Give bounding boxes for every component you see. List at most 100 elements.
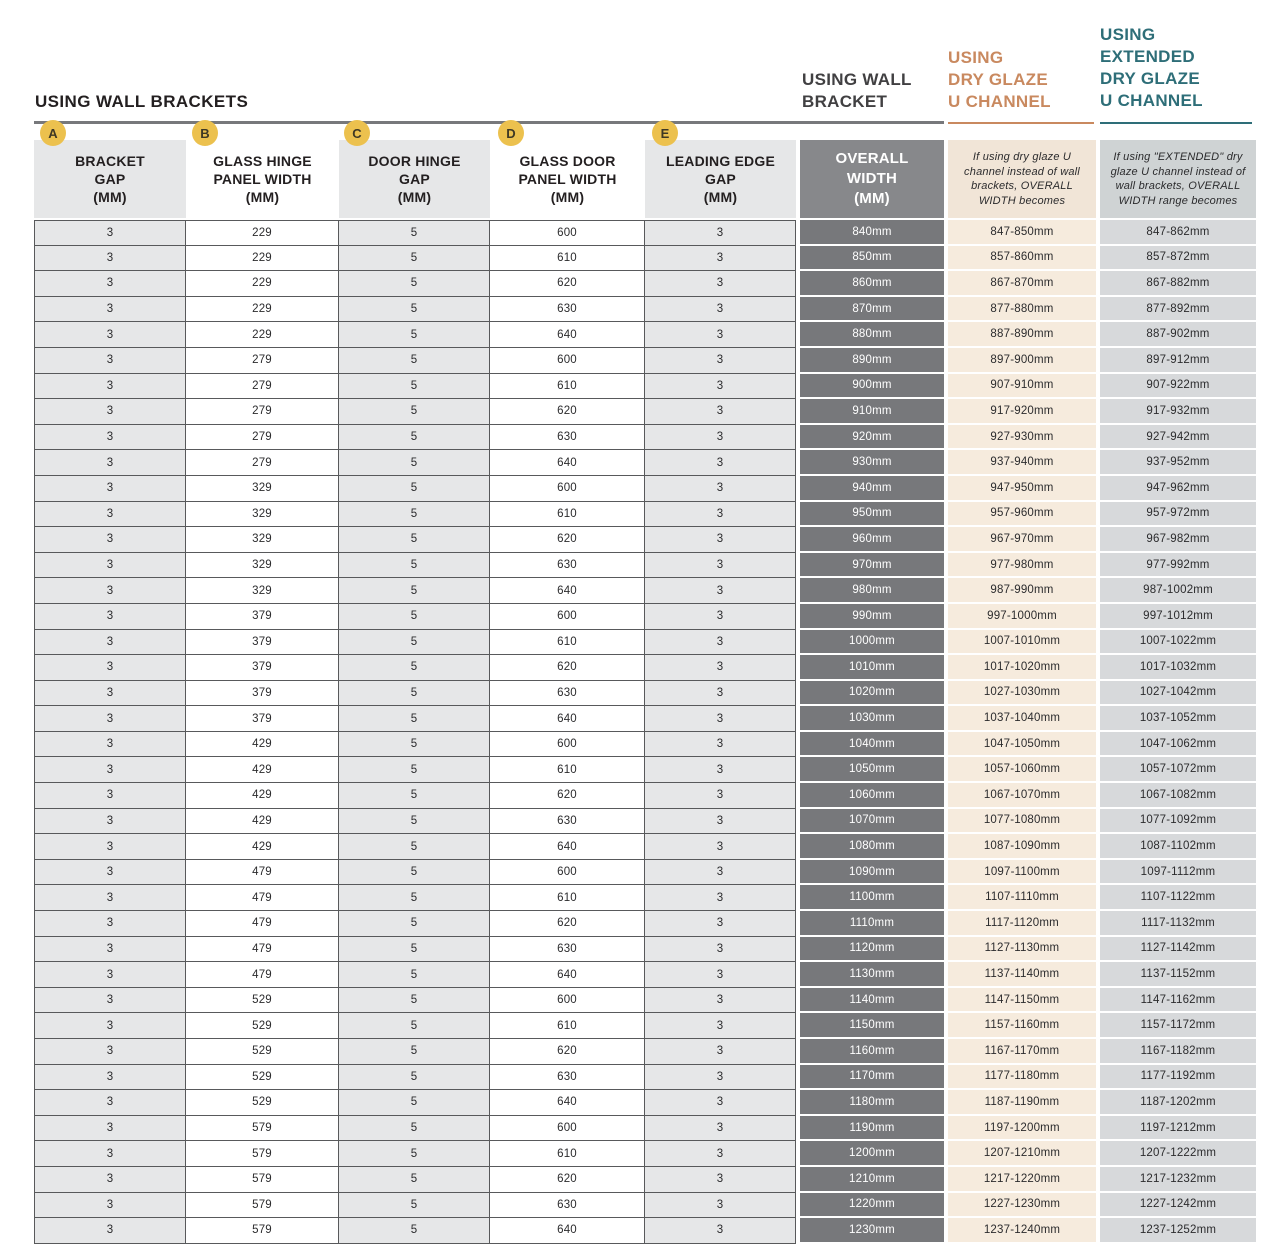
cell-extended_dry_glaze_width: 977-992mm bbox=[1100, 552, 1256, 579]
size-table: BRACKET GAP (MM) GLASS HINGE PANEL WIDTH… bbox=[34, 140, 1256, 1244]
cell-bracket_gap: 3 bbox=[34, 1013, 186, 1039]
table-row: 3 229 5 620 3 860mm 867-870mm 867-882mm bbox=[34, 271, 1256, 297]
table-row: 3 279 5 620 3 910mm 917-920mm 917-932mm bbox=[34, 399, 1256, 425]
table-row: 3 329 5 640 3 980mm 987-990mm 987-1002mm bbox=[34, 578, 1256, 604]
cell-dry_glaze_width: 877-880mm bbox=[948, 296, 1096, 323]
cell-door_hinge_gap: 5 bbox=[339, 220, 490, 246]
cell-leading_edge_gap: 3 bbox=[645, 834, 796, 860]
table-row: 3 279 5 630 3 920mm 927-930mm 927-942mm bbox=[34, 424, 1256, 451]
section-title: USING WALL BRACKETS bbox=[35, 92, 249, 111]
cell-leading_edge_gap: 3 bbox=[645, 578, 796, 604]
table-row: 3 379 5 630 3 1020mm 1027-1030mm 1027-1042mm bbox=[34, 680, 1256, 707]
cell-extended_dry_glaze_width: 1057-1072mm bbox=[1100, 757, 1256, 784]
cell-glass_hinge_panel_width: 229 bbox=[186, 220, 339, 246]
table-row: 3 379 5 600 3 990mm 997-1000mm 997-1012mm bbox=[34, 603, 1256, 630]
cell-extended_dry_glaze_width: 1197-1212mm bbox=[1100, 1115, 1256, 1142]
column-badge-e: E bbox=[652, 120, 678, 146]
table-header-row: BRACKET GAP (MM) GLASS HINGE PANEL WIDTH… bbox=[34, 140, 1256, 218]
cell-bracket_gap: 3 bbox=[34, 1166, 186, 1193]
cell-bracket_gap: 3 bbox=[34, 1115, 186, 1142]
cell-bracket_gap: 3 bbox=[34, 1039, 186, 1065]
cell-glass_hinge_panel_width: 229 bbox=[186, 322, 339, 348]
header-overall-width: OVERALL WIDTH (MM) bbox=[800, 140, 944, 218]
cell-overall_width: 1170mm bbox=[800, 1064, 944, 1091]
cell-bracket_gap: 3 bbox=[34, 322, 186, 348]
cell-dry_glaze_width: 1167-1170mm bbox=[948, 1039, 1096, 1065]
cell-overall_width: 1090mm bbox=[800, 859, 944, 886]
cell-leading_edge_gap: 3 bbox=[645, 424, 796, 451]
cell-door_hinge_gap: 5 bbox=[339, 450, 490, 476]
cell-glass_door_panel_width: 620 bbox=[490, 1039, 645, 1065]
cell-bracket_gap: 3 bbox=[34, 1218, 186, 1244]
cell-door_hinge_gap: 5 bbox=[339, 987, 490, 1014]
cell-overall_width: 910mm bbox=[800, 399, 944, 425]
cell-overall_width: 1230mm bbox=[800, 1218, 944, 1244]
table-row: 3 529 5 600 3 1140mm 1147-1150mm 1147-1162mm bbox=[34, 987, 1256, 1014]
cell-glass_hinge_panel_width: 529 bbox=[186, 1013, 339, 1039]
cell-dry_glaze_width: 947-950mm bbox=[948, 475, 1096, 502]
cell-overall_width: 990mm bbox=[800, 603, 944, 630]
cell-overall_width: 1040mm bbox=[800, 731, 944, 758]
cell-glass_door_panel_width: 610 bbox=[490, 501, 645, 528]
cell-glass_hinge_panel_width: 479 bbox=[186, 911, 339, 937]
header-leading-edge-gap: LEADING EDGE GAP (MM) bbox=[645, 140, 796, 218]
cell-leading_edge_gap: 3 bbox=[645, 271, 796, 297]
cell-overall_width: 920mm bbox=[800, 424, 944, 451]
cell-door_hinge_gap: 5 bbox=[339, 1115, 490, 1142]
cell-extended_dry_glaze_width: 957-972mm bbox=[1100, 501, 1256, 528]
cell-extended_dry_glaze_width: 1217-1232mm bbox=[1100, 1166, 1256, 1193]
cell-extended_dry_glaze_width: 1087-1102mm bbox=[1100, 834, 1256, 860]
cell-door_hinge_gap: 5 bbox=[339, 911, 490, 937]
cell-bracket_gap: 3 bbox=[34, 808, 186, 835]
cell-glass_door_panel_width: 620 bbox=[490, 1166, 645, 1193]
cell-leading_edge_gap: 3 bbox=[645, 1013, 796, 1039]
cell-overall_width: 880mm bbox=[800, 322, 944, 348]
cell-leading_edge_gap: 3 bbox=[645, 347, 796, 374]
cell-leading_edge_gap: 3 bbox=[645, 987, 796, 1014]
cell-glass_hinge_panel_width: 529 bbox=[186, 1090, 339, 1116]
cell-glass_hinge_panel_width: 579 bbox=[186, 1166, 339, 1193]
cell-bracket_gap: 3 bbox=[34, 373, 186, 400]
cell-glass_door_panel_width: 630 bbox=[490, 680, 645, 707]
header-extended-note: If using "EXTENDED" dry glaze U channel … bbox=[1100, 140, 1256, 218]
cell-dry_glaze_width: 857-860mm bbox=[948, 245, 1096, 272]
cell-leading_edge_gap: 3 bbox=[645, 373, 796, 400]
cell-extended_dry_glaze_width: 1167-1182mm bbox=[1100, 1039, 1256, 1065]
cell-glass_door_panel_width: 600 bbox=[490, 1115, 645, 1142]
cell-glass_hinge_panel_width: 329 bbox=[186, 527, 339, 553]
cell-dry_glaze_width: 1137-1140mm bbox=[948, 962, 1096, 988]
cell-overall_width: 1110mm bbox=[800, 911, 944, 937]
cell-leading_edge_gap: 3 bbox=[645, 220, 796, 246]
table-row: 3 579 5 620 3 1210mm 1217-1220mm 1217-1232mm bbox=[34, 1166, 1256, 1193]
cell-dry_glaze_width: 937-940mm bbox=[948, 450, 1096, 476]
table-row: 3 229 5 600 3 840mm 847-850mm 847-862mm bbox=[34, 220, 1256, 246]
cell-glass_hinge_panel_width: 379 bbox=[186, 680, 339, 707]
cell-leading_edge_gap: 3 bbox=[645, 552, 796, 579]
cell-door_hinge_gap: 5 bbox=[339, 527, 490, 553]
cell-door_hinge_gap: 5 bbox=[339, 885, 490, 912]
table-row: 3 529 5 640 3 1180mm 1187-1190mm 1187-1202mm bbox=[34, 1090, 1256, 1116]
cell-overall_width: 870mm bbox=[800, 296, 944, 323]
cell-dry_glaze_width: 1187-1190mm bbox=[948, 1090, 1096, 1116]
cell-door_hinge_gap: 5 bbox=[339, 552, 490, 579]
cell-extended_dry_glaze_width: 887-902mm bbox=[1100, 322, 1256, 348]
cell-door_hinge_gap: 5 bbox=[339, 808, 490, 835]
table-row: 3 479 5 600 3 1090mm 1097-1100mm 1097-1112mm bbox=[34, 859, 1256, 886]
cell-leading_edge_gap: 3 bbox=[645, 399, 796, 425]
cell-bracket_gap: 3 bbox=[34, 1090, 186, 1116]
table-row: 3 479 5 640 3 1130mm 1137-1140mm 1137-1152mm bbox=[34, 962, 1256, 988]
cell-glass_door_panel_width: 610 bbox=[490, 629, 645, 656]
cell-glass_door_panel_width: 620 bbox=[490, 783, 645, 809]
cell-extended_dry_glaze_width: 907-922mm bbox=[1100, 373, 1256, 400]
cell-glass_hinge_panel_width: 579 bbox=[186, 1141, 339, 1167]
table-row: 3 229 5 630 3 870mm 877-880mm 877-892mm bbox=[34, 296, 1256, 323]
cell-leading_edge_gap: 3 bbox=[645, 1064, 796, 1091]
cell-glass_hinge_panel_width: 279 bbox=[186, 373, 339, 400]
cell-leading_edge_gap: 3 bbox=[645, 911, 796, 937]
cell-leading_edge_gap: 3 bbox=[645, 962, 796, 988]
cell-leading_edge_gap: 3 bbox=[645, 296, 796, 323]
cell-dry_glaze_width: 1097-1100mm bbox=[948, 859, 1096, 886]
cell-door_hinge_gap: 5 bbox=[339, 578, 490, 604]
cell-bracket_gap: 3 bbox=[34, 629, 186, 656]
cell-overall_width: 1140mm bbox=[800, 987, 944, 1014]
